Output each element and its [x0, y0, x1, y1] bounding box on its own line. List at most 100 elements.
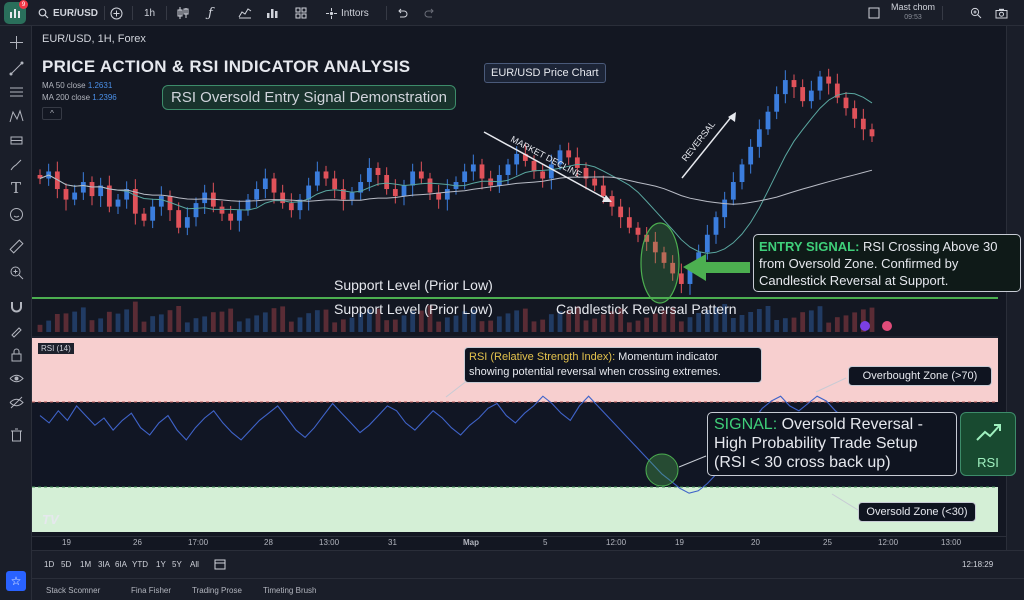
user-name: Mast chom [890, 2, 935, 12]
brush-tool[interactable] [6, 154, 26, 174]
candle-body [644, 234, 650, 242]
volume-bar [704, 310, 710, 332]
volume-bar [384, 320, 390, 332]
volume-bar [808, 310, 814, 332]
volume-bars [37, 301, 875, 332]
measure-tool[interactable] [6, 236, 26, 256]
ma200-legend[interactable]: MA 200 close 1.2396 [42, 93, 117, 102]
emoji-tool[interactable] [6, 204, 26, 224]
rsi-pane-label[interactable]: RSI (14) [38, 343, 74, 354]
range-1m[interactable]: 1M [80, 560, 92, 569]
calendar-icon[interactable] [214, 558, 226, 570]
chart-area[interactable]: MARKET DECLINE REVERSAL EUR/USD, 1H, For… [32, 26, 1021, 536]
tab-stock-screener[interactable]: Stack Scomner [46, 586, 101, 595]
tab-trading-prose[interactable]: Trading Prose [192, 586, 242, 595]
compare-button[interactable] [110, 0, 123, 26]
indicators-label: Inttors [341, 7, 369, 19]
reversal-arrowhead [728, 112, 736, 122]
app-logo[interactable]: 9 [4, 0, 28, 24]
range-5d[interactable]: 5D [61, 560, 72, 569]
zoom-in-tool[interactable] [6, 262, 26, 282]
lock-tool[interactable] [6, 344, 26, 364]
candle-body [566, 150, 572, 158]
zoom-button[interactable] [970, 0, 982, 26]
volume-bar [436, 321, 442, 332]
indicators-button[interactable]: Inttors [326, 0, 369, 26]
volume-bar [375, 308, 381, 332]
volume-bar [453, 315, 459, 332]
candle-body [522, 153, 528, 161]
trendline-tool[interactable] [6, 58, 26, 78]
redo-button[interactable] [424, 0, 436, 26]
volume-bar [219, 311, 225, 332]
candlesticks [37, 68, 875, 295]
range-all[interactable]: All [190, 560, 199, 569]
area-chart-button[interactable] [238, 0, 252, 26]
time-tick: 19 [675, 538, 684, 547]
candle-body [800, 87, 806, 102]
candle-type-button[interactable] [176, 0, 190, 26]
forecast-tool[interactable] [6, 130, 26, 150]
visibility-tool[interactable] [6, 368, 26, 388]
range-1y[interactable]: 1Y [156, 560, 166, 569]
volume-bar [774, 320, 780, 332]
rsi-info-body: Momentum indicator showing potential rev… [469, 351, 721, 378]
magnet-tool[interactable] [6, 296, 26, 316]
delete-tool[interactable] [6, 424, 26, 444]
hide-tool[interactable] [6, 392, 26, 412]
undo-button[interactable] [396, 0, 408, 26]
volume-bar [531, 321, 537, 332]
range-5y[interactable]: 5Y [172, 560, 182, 569]
candle-body [774, 94, 780, 112]
zoom-icon [970, 7, 982, 19]
tab-fina-fisher[interactable]: Fina Fisher [131, 586, 172, 595]
volume-bar [184, 322, 190, 332]
user-info[interactable]: Mast chom 09:53 [890, 2, 936, 22]
ma50-legend[interactable]: MA 50 close 1.2631 [42, 81, 112, 90]
formula-button[interactable]: ƒ [208, 0, 213, 26]
layout-button[interactable] [295, 0, 307, 26]
tab-timeting-brush[interactable]: Timeting Brush [263, 586, 317, 595]
collapse-legend-button[interactable]: ^ [42, 107, 62, 120]
range-1d[interactable]: 1D [44, 560, 55, 569]
symbol-search[interactable]: EUR/USD [38, 0, 98, 26]
footer-clock[interactable]: 12:18:29 [962, 560, 994, 569]
volume-bar [661, 310, 667, 332]
volume-bar [132, 301, 138, 332]
fib-tool[interactable] [6, 82, 26, 102]
screenshot-button[interactable] [995, 0, 1008, 26]
signal-pointer [678, 455, 707, 468]
bar-chart-button[interactable] [266, 0, 279, 26]
trash-icon [10, 428, 22, 441]
candle-body [574, 157, 580, 168]
candle-body [557, 150, 563, 165]
event-marker-icon[interactable] [860, 321, 870, 331]
pattern-tool[interactable] [6, 106, 26, 126]
volume-bar [106, 311, 112, 332]
candle-body [479, 164, 485, 179]
interval-selector[interactable]: 1h [144, 7, 156, 19]
favorites-star-button[interactable]: ☆ [6, 571, 26, 591]
bottom-panel-tabs: Stack Scomner Fina Fisher Trading Prose … [32, 578, 1024, 600]
candle-body [236, 210, 242, 221]
camera-icon [995, 8, 1008, 18]
range-3m[interactable]: 3IA [98, 560, 111, 569]
account-panel-button[interactable] [868, 0, 880, 26]
flag-marker-icon[interactable] [882, 321, 892, 331]
range-6m[interactable]: 6IA [115, 560, 128, 569]
candle-body [392, 189, 398, 197]
lock-drawing-tool[interactable] [6, 320, 26, 340]
volume-bar [254, 315, 260, 332]
volume-bar [228, 308, 234, 332]
candle-body [869, 129, 875, 137]
text-tool[interactable]: T [6, 178, 26, 198]
candle-body [332, 178, 338, 190]
candle-body [652, 241, 658, 253]
time-tick: 19 [62, 538, 71, 547]
signal-head: SIGNAL: [714, 416, 778, 433]
crosshair-tool[interactable] [6, 32, 26, 52]
range-ytd[interactable]: YTD [132, 560, 148, 569]
candle-body [366, 167, 372, 183]
time-axis[interactable]: 19 26 17:00 28 13:00 31 Map 5 12:00 19 2… [32, 536, 1006, 550]
candle-body [427, 178, 433, 193]
